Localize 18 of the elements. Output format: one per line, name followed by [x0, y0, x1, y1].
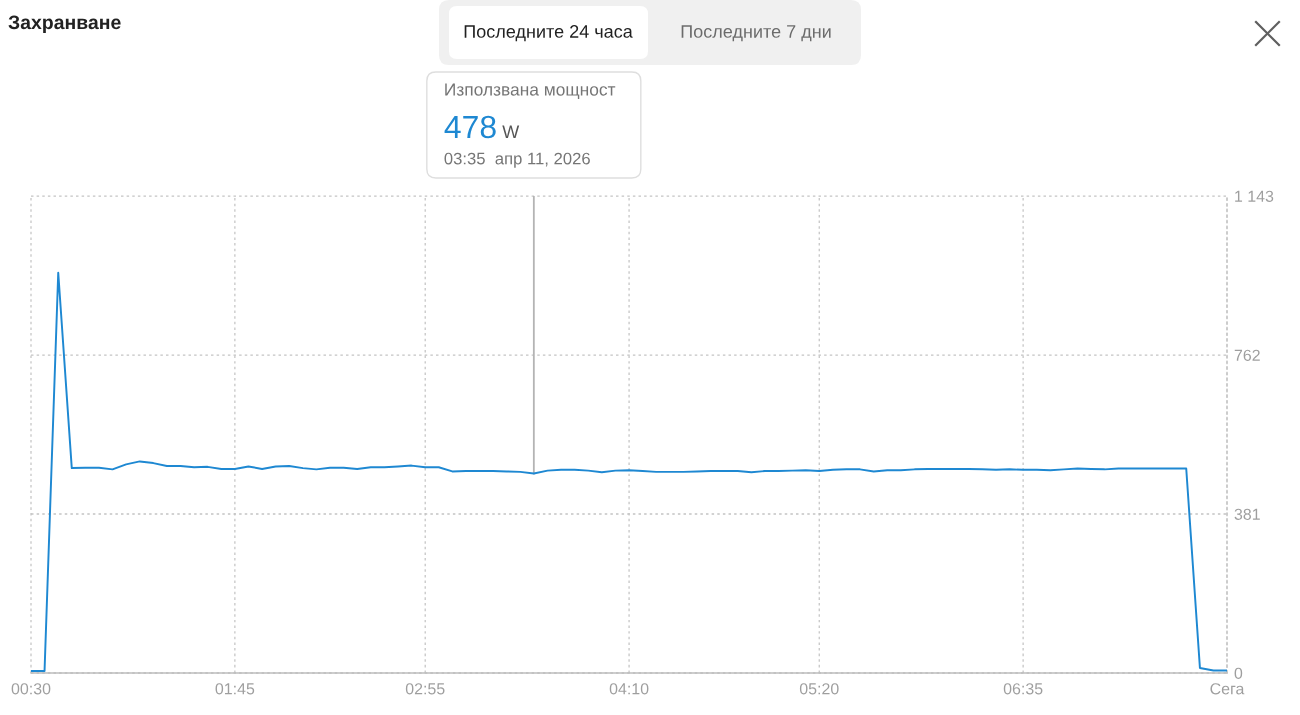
y-tick-label: 0 [1234, 667, 1243, 679]
text: 03:35 апр 11, 2026 [444, 152, 590, 168]
x-tick-label: 05:20 [799, 683, 839, 695]
y-tick-label: 381 [1234, 508, 1260, 520]
text: Последните 24 часа [464, 25, 633, 42]
x-tick-label: 00:30 [11, 683, 51, 695]
x-tick-label: 02:55 [405, 683, 445, 695]
y-tick-label: 1 143 [1235, 190, 1274, 202]
x-tick-label: 04:10 [609, 683, 649, 695]
chart-title: Захранване [8, 15, 121, 34]
x-tick-label: 06:35 [1003, 683, 1043, 695]
x-tick-label: Сега [1210, 683, 1245, 695]
text: W [502, 125, 520, 138]
text: 478 [444, 115, 496, 139]
text: Последните 7 дни [681, 25, 831, 42]
y-tick-label: 762 [1234, 349, 1260, 361]
x-tick-label: 01:45 [215, 683, 255, 695]
text: Използвана мощност [445, 83, 616, 99]
